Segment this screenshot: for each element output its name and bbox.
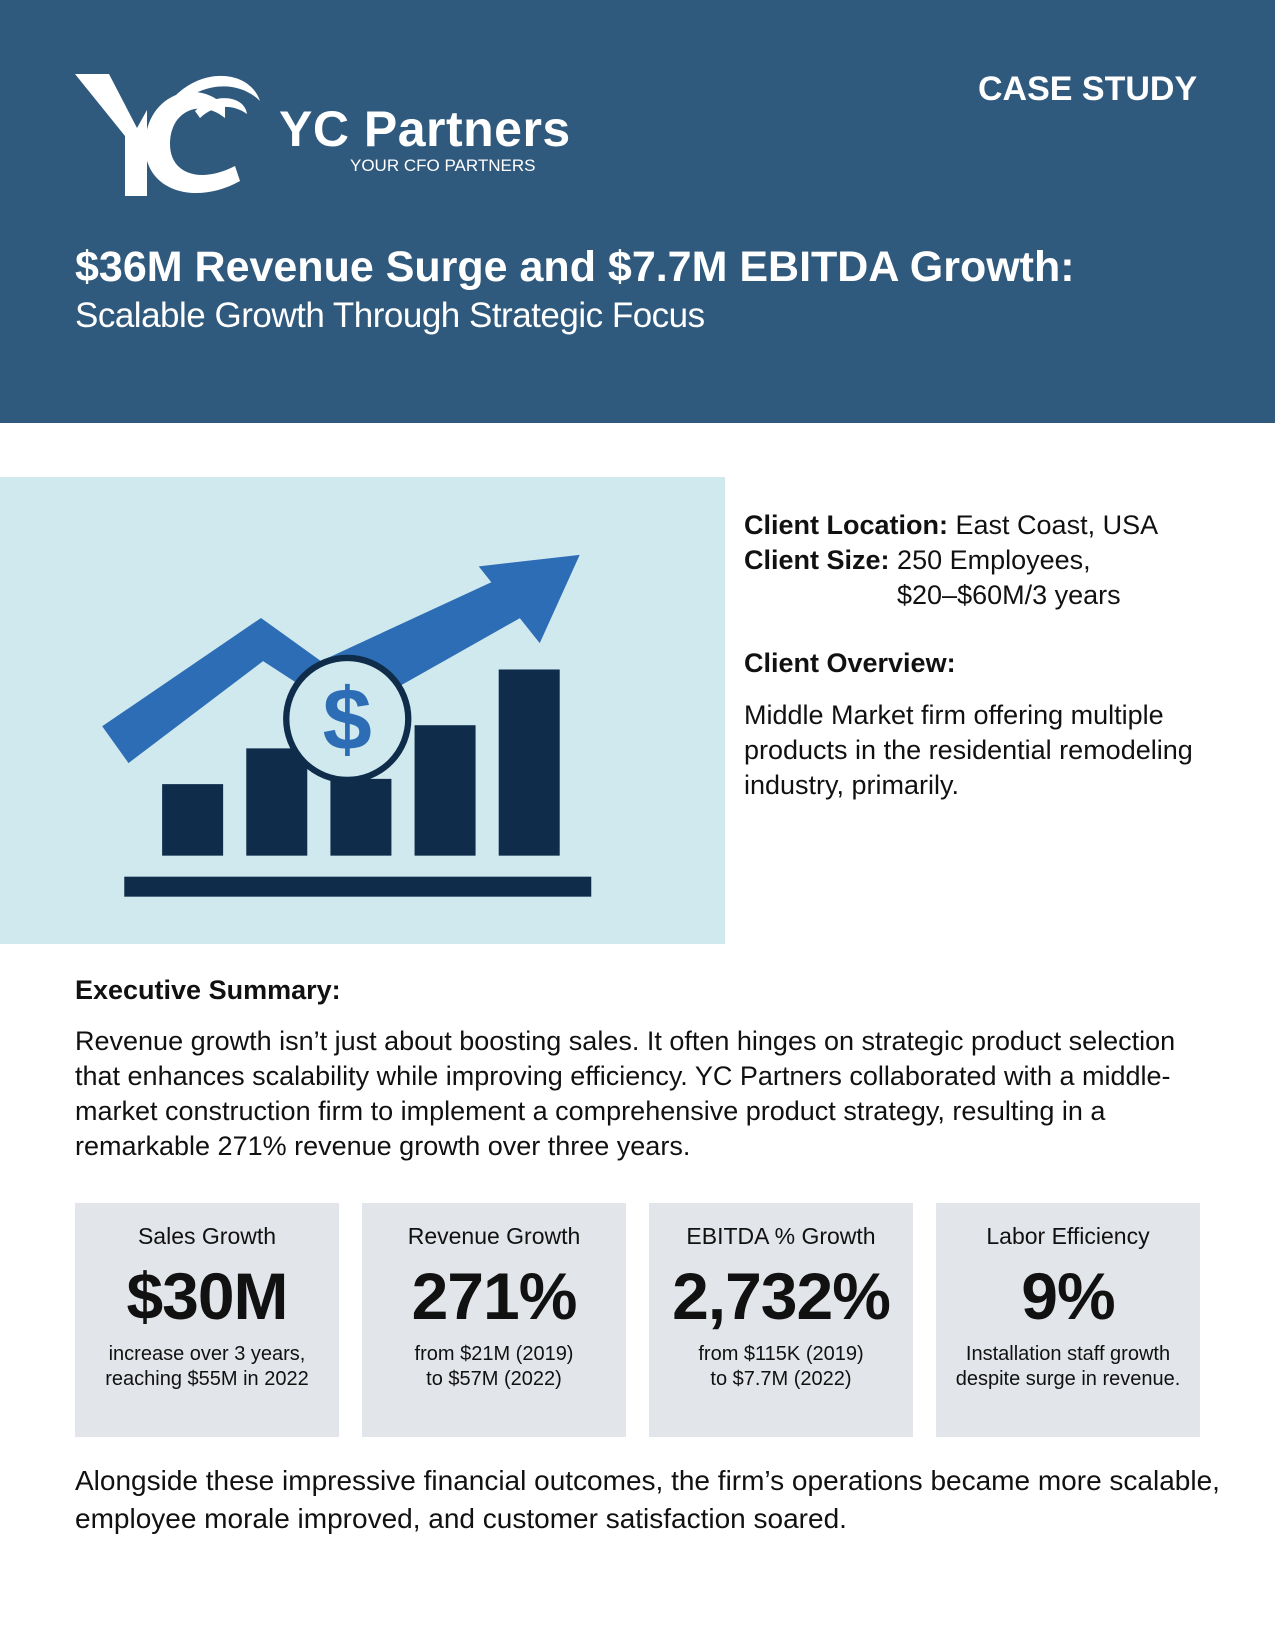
metric-desc: reaching $55M in 2022 <box>105 1368 309 1390</box>
metric-desc: to $57M (2022) <box>426 1368 562 1390</box>
dollar-icon: $ <box>323 669 372 768</box>
bar <box>246 748 308 856</box>
summary-text: Revenue growth isn’t just about boosting… <box>75 1026 1176 1161</box>
client-info: Client Location: East Coast, USA Client … <box>744 508 1264 613</box>
metric-label: EBITDA % Growth <box>686 1223 876 1249</box>
size-label: Client Size: <box>744 545 890 575</box>
overview-heading: Client Overview: <box>744 648 956 678</box>
metric-value: 9% <box>1021 1259 1115 1333</box>
page-title: $36M Revenue Surge and $7.7M EBITDA Grow… <box>75 243 1075 291</box>
metric-value: 271% <box>411 1259 578 1333</box>
overview-text: Middle Market firm offering multiple pro… <box>744 700 1193 800</box>
metric-desc: Installation staff growth <box>965 1343 1171 1365</box>
metric-card-labor: Labor Efficiency 9% Installation staff g… <box>936 1203 1200 1437</box>
metric-card-ebitda: EBITDA % Growth 2,732% from $115K (2019)… <box>649 1203 913 1437</box>
brand-name: YC Partners <box>279 101 571 157</box>
metric-label: Sales Growth <box>137 1223 277 1249</box>
metric-label: Revenue Growth <box>407 1223 581 1249</box>
growth-chart-dollar-icon: $ <box>102 554 592 897</box>
metric-card-sales: Sales Growth $30M increase over 3 years,… <box>75 1203 339 1437</box>
metric-label: Labor Efficiency <box>986 1223 1150 1249</box>
growth-illustration: $ <box>0 477 725 944</box>
header-banner: YC Partners YOUR CFO PARTNERS CASE STUDY… <box>0 0 1275 423</box>
baseline-bar <box>124 876 592 897</box>
metric-value: $30M <box>126 1259 288 1333</box>
page-subtitle: Scalable Growth Through Strategic Focus <box>75 296 705 335</box>
size-value: 250 Employees, <box>897 545 1091 575</box>
metric-desc: from $115K (2019) <box>698 1343 864 1365</box>
summary-heading: Executive Summary: <box>75 975 341 1005</box>
metric-value: 2,732% <box>672 1259 891 1333</box>
metric-desc: despite surge in revenue. <box>955 1368 1181 1390</box>
location-value: East Coast, USA <box>955 510 1159 540</box>
metric-desc: increase over 3 years, <box>108 1343 306 1365</box>
bar <box>162 784 224 856</box>
size-revenue: $20–$60M/3 years <box>897 580 1121 610</box>
bar <box>330 778 392 856</box>
metric-card-revenue: Revenue Growth 271% from $21M (2019) to … <box>362 1203 626 1437</box>
coin-icon <box>283 654 412 784</box>
case-study-badge: CASE STUDY <box>978 70 1198 108</box>
bar <box>414 725 476 856</box>
arrow-head-icon <box>478 554 580 644</box>
bar <box>498 669 560 856</box>
closing-text: Alongside these impressive financial out… <box>75 1465 1220 1534</box>
location-label: Client Location: <box>744 510 948 540</box>
metric-desc: to $7.7M (2022) <box>710 1368 852 1390</box>
brand-tagline: YOUR CFO PARTNERS <box>350 156 536 175</box>
yc-logo-icon <box>75 74 260 196</box>
metric-desc: from $21M (2019) <box>414 1343 574 1365</box>
